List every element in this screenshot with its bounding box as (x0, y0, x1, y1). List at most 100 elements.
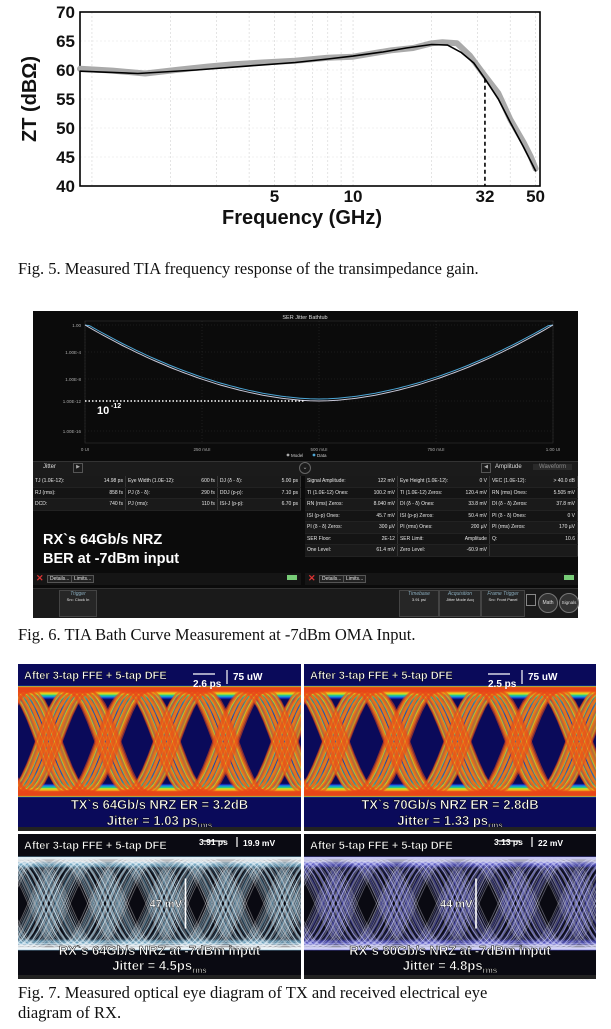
eye-trace (279, 860, 611, 948)
trigger-source: Src: Clock In (66, 597, 90, 602)
eye-trace (279, 859, 611, 947)
eye-trace (278, 690, 611, 795)
tab-amplitude[interactable]: Amplitude (495, 464, 522, 470)
eye-trace (279, 860, 611, 948)
eye-trace (0, 861, 325, 949)
close-icon[interactable]: ✕ (308, 573, 316, 583)
eye-trace (279, 857, 611, 945)
eye-caption-line1: TX`s 64Gb/s NRZ ER = 3.2dB (71, 797, 248, 812)
eye-trace (0, 856, 325, 945)
left-button-bar (33, 573, 301, 585)
eye-trace (0, 858, 325, 946)
eye-trace (0, 862, 325, 951)
measurement-value: 2E-12 (358, 533, 398, 544)
eye-trace (279, 858, 611, 946)
play-icon-right[interactable]: ◀ (481, 463, 491, 473)
eye-trace (0, 856, 325, 945)
eye-trace (0, 862, 325, 951)
measurement-row: One Level: 61.4 mV Zero Level: -60.9 mV (305, 545, 578, 557)
play-icon[interactable]: ▶ (73, 463, 83, 473)
measurement-value: 5.00 ps (265, 476, 301, 487)
eye-trace (0, 858, 325, 946)
trigger-box[interactable]: Trigger Src: Clock In (59, 590, 97, 617)
limits-button-left[interactable]: Limits... (71, 575, 95, 583)
eye-trace (0, 861, 325, 949)
eye-trace (0, 859, 325, 947)
eye-trace (279, 862, 611, 950)
lock-icon[interactable] (526, 594, 536, 606)
y-tick-label: 1.00 (72, 323, 81, 328)
measurement-row: DCD: 740 fs PJ (rms): 110 fs ISI-J (p-p): 6.7… (33, 499, 301, 511)
eye-trace (279, 862, 611, 951)
collapse-icon[interactable]: ⌄ (299, 462, 311, 474)
measurement-value: 300 µV (358, 522, 398, 533)
eye-trace (279, 860, 611, 948)
eye-trace (279, 857, 611, 945)
eye-trace (279, 858, 611, 946)
eye-trace (278, 690, 611, 794)
frame-trigger-box[interactable]: Frame Trigger Src: Front Panel (481, 590, 525, 617)
details-button-right[interactable]: Details... (319, 575, 345, 583)
close-icon[interactable]: ✕ (36, 573, 44, 583)
eye-trace (0, 860, 325, 948)
measurement-value: 740 fs (86, 499, 126, 510)
eye-trace (0, 857, 325, 945)
eye-trace (0, 858, 325, 946)
measurement-label: DJ (δ - δ): (219, 478, 243, 484)
eye-svg: After 5-tap FFE + 5-tap DFE 3.13 ps 22 mV 4… (279, 834, 611, 979)
details-button-left[interactable]: Details... (47, 575, 73, 583)
eye-trace (0, 857, 325, 945)
eye-trace (279, 859, 611, 947)
ber-exponent: -12 (111, 403, 121, 410)
eye-trace (0, 856, 325, 945)
eye-caption-jitter: Jitter = 4.8psrms (403, 958, 498, 975)
eye-trace (278, 689, 611, 793)
eye-trace (0, 862, 325, 950)
tab-jitter[interactable]: Jitter (43, 464, 57, 470)
timebase-box[interactable]: Timebase 3.91 ps/ (399, 590, 439, 617)
eye-trace (0, 688, 326, 793)
eye-trace (0, 858, 325, 946)
measurement-label: Eye Width (1.0E-12): (127, 478, 175, 484)
measurement-value: 600 fs (185, 476, 218, 487)
measurement-row: RN (rms) Zeros: 8.040 mV DI (δ - δ) Ones: 3… (305, 499, 578, 511)
eye-diagram-rx-64g: After 3-tap FFE + 5-tap DFE 3.91 ps 19.9 m… (0, 834, 326, 979)
eye-trace (0, 856, 325, 945)
measurement-label: TJ (1.0E-12): (35, 478, 65, 484)
eye-caption-line1: TX`s 70Gb/s NRZ ER = 2.8dB (361, 797, 538, 812)
eye-trace (0, 688, 326, 793)
signals-button[interactable]: Signals (559, 593, 579, 613)
eye-trace (279, 861, 611, 949)
eye-trace (279, 861, 611, 949)
measurement-label: VEC (1.0E-12): (491, 478, 526, 484)
measurement-label: Zero Level: (399, 547, 425, 553)
status-indicator-left (287, 575, 297, 580)
eye-trace (279, 862, 611, 950)
eye-trace (279, 858, 611, 946)
eye-trace (0, 856, 325, 945)
y-axis-label: ZT (dBΩ) (19, 56, 41, 142)
acquisition-label: Acquisition (447, 591, 473, 597)
limits-button-right[interactable]: Limits... (343, 575, 367, 583)
tab-waveform[interactable]: Waveform (533, 464, 573, 470)
time-div-label: 3.91 ps (199, 837, 228, 847)
eye-trace (279, 860, 611, 948)
eye-trace (0, 859, 326, 947)
y-tick-label: 70 (56, 3, 75, 22)
eye-trace (279, 862, 611, 951)
eye-trace (0, 862, 325, 950)
eye-caption-line1: RX`s 80Gb/s NRZ at -7dBm input (349, 943, 551, 958)
eye-trace (0, 862, 325, 950)
eye-trace (0, 862, 326, 950)
math-button[interactable]: Math (538, 593, 558, 613)
eye-trace (0, 862, 325, 951)
fig6-scope: SER Jitter Bathtub 0 UI 250 mUI 500 mUI 750 … (33, 311, 579, 618)
acquisition-box[interactable]: Acquisition Jitter Mode Acq (439, 590, 481, 617)
eye-trace (0, 857, 325, 945)
eye-trace (0, 862, 325, 950)
eye-trace (0, 860, 325, 948)
eye-trace (0, 858, 325, 946)
eye-trace (0, 858, 325, 946)
measurement-label (490, 545, 537, 556)
eye-caption-line1: RX`s 64Gb/s NRZ at -7dBm input (59, 943, 261, 958)
